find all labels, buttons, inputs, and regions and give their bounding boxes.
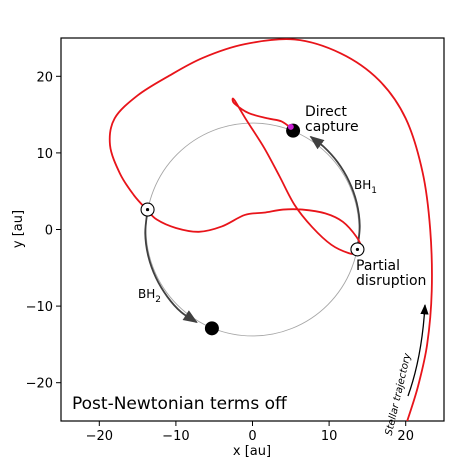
tick-layer: −20 −10 0 10 20 −20 −10 0 10 20 <box>26 70 414 444</box>
bh2-path <box>144 210 198 323</box>
marker-layer <box>140 123 365 336</box>
x-tick-label: 0 <box>248 429 256 444</box>
bh2-start-marker-dot <box>145 207 150 212</box>
x-tick-label: 10 <box>321 429 338 444</box>
capture-point-marker <box>287 123 294 130</box>
x-tick-label: −10 <box>162 429 189 444</box>
x-tick-label: −20 <box>86 429 113 444</box>
direct-capture-label: Direct capture <box>305 104 359 135</box>
y-tick-label: −10 <box>26 300 53 315</box>
stellar-trajectory-arrow <box>407 303 429 397</box>
bh1-label: BH1 <box>354 178 377 196</box>
y-tick-label: −20 <box>26 377 53 392</box>
binary-orbit <box>145 122 360 337</box>
x-tick-label: 20 <box>397 429 414 444</box>
bh2-end-marker <box>204 321 219 336</box>
plot-frame <box>60 37 445 422</box>
bh1-path <box>309 135 361 249</box>
y-axis-label: y [au] <box>11 210 26 248</box>
panel-label: Post-Newtonian terms off <box>72 394 288 414</box>
partial-disruption-label: Partial disruption <box>356 258 426 289</box>
stellar-trajectory-line <box>108 38 433 421</box>
y-tick-label: 10 <box>36 147 53 162</box>
bh2-label: BH2 <box>138 287 161 305</box>
bh1-start-marker-dot <box>355 247 360 252</box>
y-tick-label: 0 <box>45 224 53 239</box>
x-axis-label: x [au] <box>233 444 271 459</box>
y-tick-label: 20 <box>36 70 53 85</box>
